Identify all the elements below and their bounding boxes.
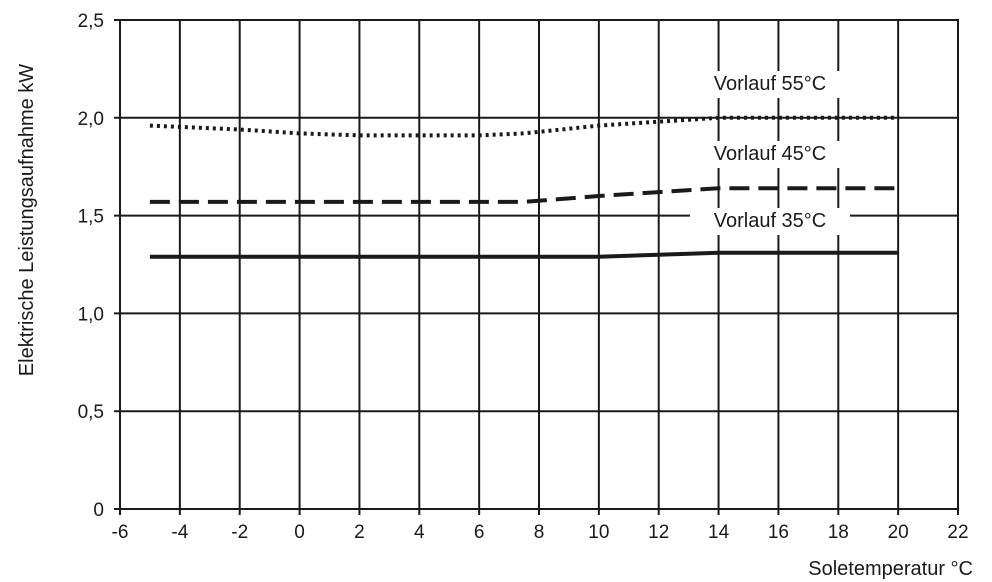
- series-line-solid: [149, 250, 899, 259]
- y-tick-label: 0,5: [78, 402, 104, 423]
- y-tick-label: 2,5: [78, 11, 104, 32]
- tick-labels: -6 -4 -2 0 2 4 6 8 10 12 14 16 18 20 22 0 0,5 1,0 1,5 2,0 2,…: [78, 11, 969, 543]
- series-label-background: [690, 141, 850, 168]
- series-label: Vorlauf 55°C: [714, 73, 827, 95]
- x-tick-label: 20: [888, 522, 909, 543]
- x-tick-label: 6: [474, 522, 485, 543]
- x-tick-label: 12: [648, 522, 669, 543]
- x-tick-label: -6: [112, 522, 129, 543]
- x-tick-label: -4: [171, 522, 188, 543]
- series-line-dashed: [149, 186, 899, 204]
- series-lines: [149, 115, 899, 259]
- series-labels: Vorlauf 55°C Vorlauf 45°C Vorlauf 35°C: [690, 71, 850, 235]
- series-label-background: [690, 71, 850, 98]
- y-tick-label: 1,5: [78, 207, 104, 228]
- y-axis-title: Elektrische Leistungsaufnahme kW: [16, 64, 38, 376]
- x-tick-label: 10: [588, 522, 609, 543]
- x-axis-title: Soletemperatur °C: [808, 558, 973, 580]
- x-tick-label: 14: [708, 522, 730, 543]
- x-tick-label: 8: [534, 522, 545, 543]
- series-label: Vorlauf 45°C: [714, 143, 827, 165]
- x-tick-label: 22: [947, 522, 968, 543]
- x-tick-label: 4: [414, 522, 425, 543]
- x-tick-label: 18: [828, 522, 849, 543]
- x-tick-label: 2: [354, 522, 365, 543]
- grid-lines: [114, 19, 959, 515]
- plot-frame: [119, 19, 959, 510]
- y-tick-label: 1,0: [78, 304, 104, 325]
- series-line-dotted: [149, 115, 899, 138]
- series-label: Vorlauf 35°C: [714, 210, 827, 232]
- y-tick-label: 2,0: [78, 109, 104, 130]
- x-tick-label: -2: [231, 522, 248, 543]
- series-label-background: [690, 208, 850, 235]
- y-tick-label: 0: [93, 500, 104, 521]
- x-tick-label: 0: [294, 522, 305, 543]
- x-tick-label: 16: [768, 522, 789, 543]
